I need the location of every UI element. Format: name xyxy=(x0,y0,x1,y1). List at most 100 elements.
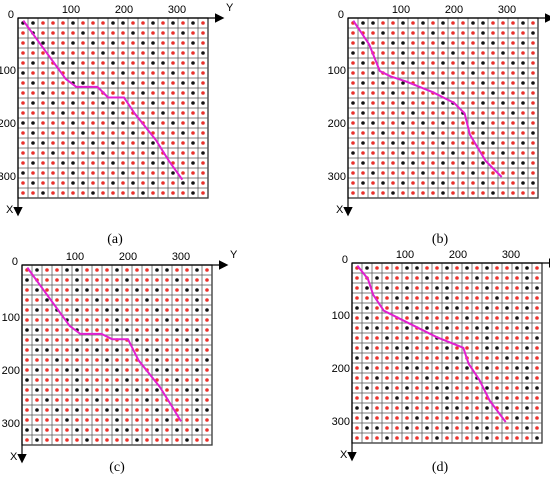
grid-dot xyxy=(105,338,109,342)
grid-dot xyxy=(521,151,525,155)
grid-dot xyxy=(151,191,155,195)
grid-dot xyxy=(181,81,185,85)
path-line xyxy=(352,20,503,178)
grid-dot xyxy=(45,358,49,362)
grid-dot xyxy=(505,346,509,350)
grid-dot xyxy=(81,161,85,165)
grid-dot xyxy=(415,316,419,320)
grid-dot xyxy=(405,386,409,390)
grid-dot xyxy=(445,426,449,430)
grid-dot xyxy=(355,316,359,320)
grid-dot xyxy=(195,368,199,372)
grid-dot xyxy=(195,398,199,402)
grid-dot xyxy=(485,266,489,270)
grid-dot xyxy=(61,141,65,145)
grid-dot xyxy=(205,348,209,352)
grid-dot xyxy=(125,428,129,432)
grid-dot xyxy=(111,121,115,125)
grid-dot xyxy=(365,356,369,360)
grid-dot xyxy=(485,416,489,420)
grid-dot xyxy=(441,101,445,105)
grid-dot xyxy=(451,141,455,145)
grid-dot xyxy=(481,91,485,95)
grid-dot xyxy=(391,171,395,175)
grid-dot xyxy=(461,61,465,65)
grid-dot xyxy=(511,161,515,165)
grid-dot xyxy=(495,416,499,420)
grid-dot xyxy=(135,438,139,442)
grid-dot xyxy=(455,326,459,330)
grid-dot xyxy=(395,306,399,310)
grid-dot xyxy=(191,181,195,185)
grid-dot xyxy=(401,131,405,135)
grid-dot xyxy=(145,358,149,362)
grid-dot xyxy=(401,31,405,35)
grid-dot xyxy=(191,71,195,75)
grid-dot xyxy=(95,358,99,362)
grid-dot xyxy=(45,318,49,322)
grid-dot xyxy=(371,21,375,25)
grid-dot xyxy=(491,161,495,165)
grid-dot xyxy=(195,308,199,312)
grid-dot xyxy=(131,121,135,125)
grid-dot xyxy=(155,298,159,302)
grid-dot xyxy=(95,298,99,302)
grid-dot xyxy=(481,121,485,125)
grid-dot xyxy=(45,338,49,342)
grid-dot xyxy=(495,286,499,290)
grid-dot xyxy=(355,436,359,440)
grid-dot xyxy=(171,101,175,105)
grid-dot xyxy=(125,398,129,402)
grid-dot xyxy=(351,161,355,165)
grid-dot xyxy=(401,181,405,185)
grid-dot xyxy=(55,298,59,302)
grid-dot xyxy=(31,111,35,115)
grid-dot xyxy=(421,191,425,195)
grid-dot xyxy=(491,121,495,125)
grid-dot xyxy=(71,191,75,195)
grid-dot xyxy=(535,376,539,380)
grid-dot xyxy=(181,151,185,155)
grid-dot xyxy=(185,298,189,302)
grid-dot xyxy=(445,376,449,380)
grid-dot xyxy=(465,406,469,410)
grid-dot xyxy=(195,408,199,412)
grid-dot xyxy=(165,298,169,302)
grid-dot xyxy=(421,71,425,75)
grid-dot xyxy=(481,111,485,115)
grid-dot xyxy=(105,358,109,362)
grid-dot xyxy=(481,141,485,145)
grid-dot xyxy=(55,278,59,282)
grid-dot xyxy=(111,151,115,155)
grid-dot xyxy=(145,438,149,442)
grid-dot xyxy=(161,141,165,145)
grid-dot xyxy=(461,131,465,135)
grid-dot xyxy=(85,328,89,332)
top-tick-label: 200 xyxy=(115,4,133,16)
grid-dot xyxy=(141,181,145,185)
grid-dot xyxy=(451,31,455,35)
grid-dot xyxy=(511,101,515,105)
grid-dot xyxy=(65,308,69,312)
grid-dot xyxy=(105,328,109,332)
grid-dot xyxy=(415,386,419,390)
top-tick-label: 300 xyxy=(168,4,186,16)
grid-dot xyxy=(71,61,75,65)
grid-dot xyxy=(65,348,69,352)
grid-dot xyxy=(75,278,79,282)
grid-dot xyxy=(101,131,105,135)
grid-dot xyxy=(401,101,405,105)
grid-dot xyxy=(501,151,505,155)
grid-dot xyxy=(381,141,385,145)
grid-dot xyxy=(511,181,515,185)
grid-dot xyxy=(441,121,445,125)
grid-dot xyxy=(445,326,449,330)
grid-dot xyxy=(365,416,369,420)
grid-dot xyxy=(31,181,35,185)
grid-dot xyxy=(375,346,379,350)
grid-dot xyxy=(61,101,65,105)
grid-dot xyxy=(455,406,459,410)
grid-dot xyxy=(171,91,175,95)
grid-dot xyxy=(405,376,409,380)
grid-dot xyxy=(85,338,89,342)
